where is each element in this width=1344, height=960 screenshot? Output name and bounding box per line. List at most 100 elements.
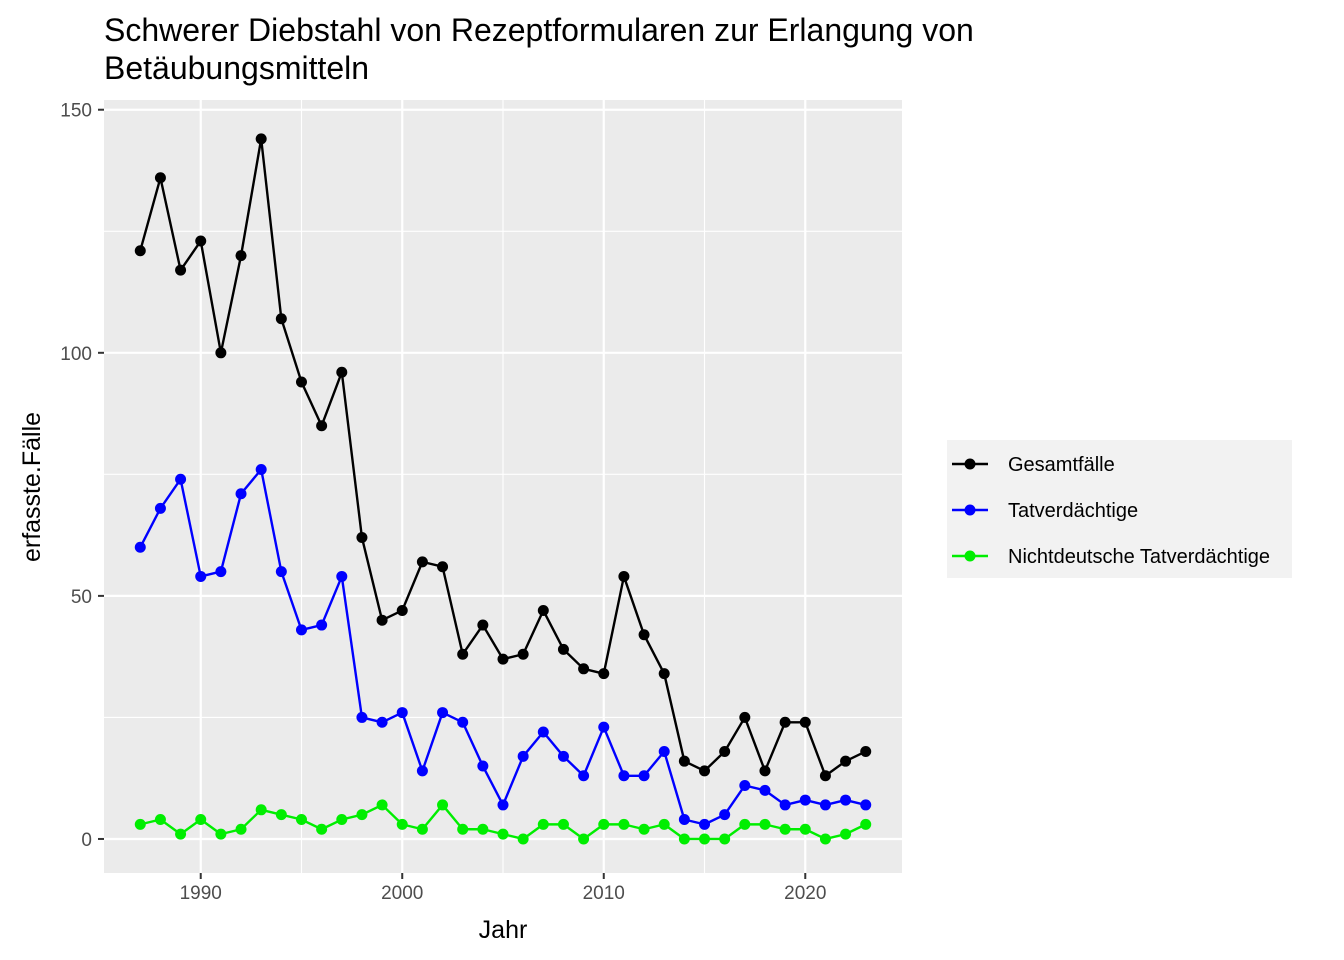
point-s1-1999 (376, 716, 388, 728)
point-s2-2001 (416, 823, 428, 835)
point-s1-2011 (618, 770, 630, 782)
point-s0-2021 (819, 770, 831, 782)
point-s2-1994 (275, 809, 287, 821)
point-s0-2006 (517, 648, 529, 660)
point-s1-1991 (215, 566, 227, 578)
point-s2-1988 (154, 814, 166, 826)
point-s0-2001 (416, 556, 428, 568)
point-s0-1992 (235, 250, 247, 262)
point-s1-2005 (497, 799, 509, 811)
point-s0-1999 (376, 614, 388, 626)
x-tick-label-0: 1990 (180, 883, 222, 904)
point-s0-1998 (356, 532, 368, 544)
point-s1-1995 (295, 624, 307, 636)
point-s0-2005 (497, 653, 509, 665)
point-s0-2009 (578, 663, 590, 675)
point-s0-2019 (779, 716, 791, 728)
point-s2-1989 (175, 828, 187, 840)
point-s0-1996 (316, 420, 328, 432)
series-0 (134, 133, 872, 782)
point-s1-1988 (154, 502, 166, 514)
point-s1-2017 (739, 779, 751, 791)
point-s0-2003 (457, 648, 469, 660)
point-s1-1992 (235, 488, 247, 500)
point-s2-2005 (497, 828, 509, 840)
y-axis-title: erfasste.Fälle (18, 412, 46, 562)
point-s2-2019 (779, 823, 791, 835)
series-1 (134, 463, 872, 830)
point-s0-2012 (638, 629, 650, 641)
x-axis-title: Jahr (479, 916, 528, 944)
point-s1-2000 (396, 707, 408, 719)
point-s2-1995 (295, 814, 307, 826)
point-s0-2016 (719, 745, 731, 757)
point-s0-1989 (175, 264, 187, 276)
point-s2-2022 (840, 828, 852, 840)
point-s2-2002 (437, 799, 449, 811)
point-s2-2020 (799, 823, 811, 835)
point-s0-1988 (154, 172, 166, 184)
point-s0-2015 (699, 765, 711, 777)
point-s2-1999 (376, 799, 388, 811)
point-s2-2015 (699, 833, 711, 845)
point-s2-2010 (598, 818, 610, 830)
point-s2-2013 (658, 818, 670, 830)
point-s0-1990 (195, 235, 207, 247)
point-s1-2003 (457, 716, 469, 728)
point-s2-2021 (819, 833, 831, 845)
point-s2-1990 (195, 814, 207, 826)
legend-key-point-1 (964, 504, 976, 516)
legend-item-0: Gesamtfälle (952, 454, 1115, 476)
x-tick-label-2: 2010 (583, 883, 625, 904)
point-s0-2004 (477, 619, 489, 631)
point-s1-2021 (819, 799, 831, 811)
point-s1-2010 (598, 721, 610, 733)
point-s2-1987 (134, 818, 146, 830)
legend-label-2: Nichtdeutsche Tatverdächtige (1008, 546, 1270, 568)
legend-label-1: Tatverdächtige (1008, 500, 1138, 522)
point-s2-2006 (517, 833, 529, 845)
point-s1-2022 (840, 794, 852, 806)
chart-title-line-2: Betäubungsmitteln (104, 50, 369, 86)
point-s1-2009 (578, 770, 590, 782)
point-s0-2010 (598, 668, 610, 680)
point-s2-2012 (638, 823, 650, 835)
point-s1-1996 (316, 619, 328, 631)
point-s0-1995 (295, 376, 307, 388)
point-s1-2020 (799, 794, 811, 806)
point-s2-2023 (860, 818, 872, 830)
point-s1-1994 (275, 566, 287, 578)
y-tick-label-0: 0 (81, 830, 92, 851)
point-s1-2001 (416, 765, 428, 777)
point-s2-2011 (618, 818, 630, 830)
series-2 (134, 799, 872, 845)
legend: Gesamtfälle Tatverdächtige Nichtdeutsche T… (952, 454, 1270, 568)
legend-item-2: Nichtdeutsche Tatverdächtige (952, 546, 1270, 568)
point-s1-2012 (638, 770, 650, 782)
point-s1-2014 (678, 814, 690, 826)
point-s2-1997 (336, 814, 348, 826)
point-s0-2020 (799, 716, 811, 728)
point-s1-2007 (537, 726, 549, 738)
point-s2-2004 (477, 823, 489, 835)
point-s1-2006 (517, 750, 529, 762)
point-s0-2023 (860, 745, 872, 757)
point-s2-2009 (578, 833, 590, 845)
point-s0-2022 (840, 755, 852, 767)
legend-label-0: Gesamtfälle (1008, 454, 1115, 476)
axis-ticks: 1990 2000 2010 2020 0 50 100 150 (60, 101, 826, 904)
point-s1-1990 (195, 570, 207, 582)
point-s0-1994 (275, 313, 287, 325)
point-s0-1993 (255, 133, 267, 145)
point-s2-1992 (235, 823, 247, 835)
point-s1-2008 (557, 750, 569, 762)
point-s2-2017 (739, 818, 751, 830)
point-s1-1989 (175, 473, 187, 485)
point-s1-2019 (779, 799, 791, 811)
point-s2-2007 (537, 818, 549, 830)
legend-key-point-0 (964, 458, 976, 470)
point-s0-2017 (739, 711, 751, 723)
legend-background (947, 440, 1292, 578)
point-s2-2018 (759, 818, 771, 830)
